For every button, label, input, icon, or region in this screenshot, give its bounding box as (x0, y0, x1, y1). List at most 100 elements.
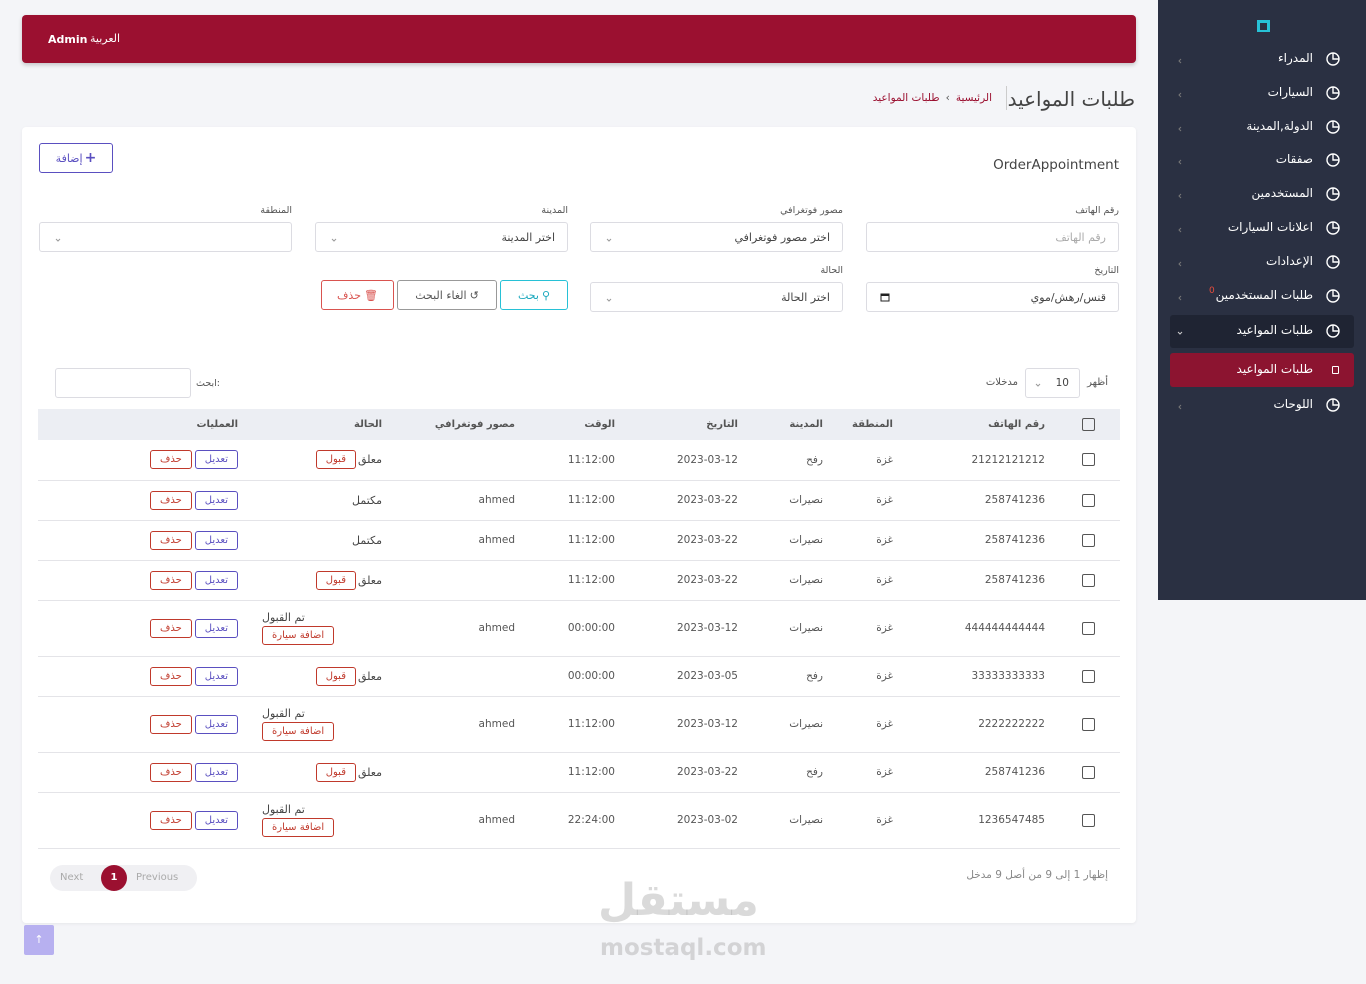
status-action[interactable]: قبول (315, 450, 356, 470)
checkbox[interactable] (1082, 453, 1095, 467)
button-label[interactable]: بحث (517, 288, 539, 302)
checkbox[interactable] (1082, 765, 1095, 779)
checkbox[interactable] (1082, 669, 1095, 683)
cell (1057, 656, 1120, 697)
edit-button[interactable]: تعديل (194, 810, 238, 830)
delete-button[interactable]: حذف (149, 490, 192, 510)
add-label[interactable]: إضافة (55, 151, 83, 165)
edit-button[interactable]: تعديل (194, 530, 238, 550)
next-button[interactable]: Next (60, 872, 84, 883)
filter-input[interactable]: اختر الحالة (590, 282, 843, 312)
status-wrap: معلق قبول (262, 570, 382, 590)
delete-button[interactable]: حذف (149, 530, 192, 550)
menu-icon (1326, 398, 1340, 412)
checkbox[interactable] (1082, 573, 1095, 587)
header-cell[interactable]: رقم الهاتف (905, 409, 1057, 440)
table-row: 2222222222 غزة نصيرات 2023-03-12 11:12:00 ahm… (38, 696, 1120, 753)
button[interactable]: ↺ الغاء البحث (397, 280, 497, 310)
edit-button[interactable]: تعديل (194, 666, 238, 686)
delete-button[interactable]: حذف (149, 762, 192, 782)
delete-button[interactable]: حذف (149, 666, 192, 686)
checkbox[interactable] (1082, 493, 1095, 507)
length-select[interactable]: 10 (1025, 368, 1080, 398)
actions-wrap: تعديل حذف (50, 714, 238, 734)
checkbox[interactable] (1082, 621, 1095, 635)
delete-button[interactable]: حذف (149, 714, 192, 734)
previous-button[interactable]: Previous (136, 872, 179, 883)
menu-item[interactable]: السيارات (1267, 85, 1313, 99)
delete-button[interactable]: حذف (149, 618, 192, 638)
cell (1057, 792, 1120, 849)
active-item-bg (1170, 315, 1354, 348)
cell (1057, 440, 1120, 481)
menu-icon (1326, 324, 1340, 338)
submenu-item[interactable]: طلبات المواعيد (1236, 362, 1313, 376)
cell-status: مكتمل (250, 480, 394, 521)
status-action[interactable]: اضافة سيارة (262, 722, 335, 741)
edit-button[interactable]: تعديل (194, 450, 238, 470)
edit-button[interactable]: تعديل (194, 570, 238, 590)
status-action[interactable]: قبول (315, 762, 356, 782)
cell-status: مكتمل (250, 520, 394, 561)
table-row: 1236547485 غزة نصيرات 2023-03-02 22:24:00 ahm… (38, 792, 1120, 849)
menu-icon (1326, 289, 1340, 303)
status-action[interactable]: اضافة سيارة (262, 818, 335, 837)
plus-icon: + (84, 150, 97, 166)
search-input[interactable] (55, 368, 191, 398)
status-action[interactable]: قبول (315, 570, 356, 590)
delete-button[interactable]: حذف (149, 570, 192, 590)
filter-input[interactable] (39, 222, 292, 252)
cell-phone: 33333333333 (905, 656, 1057, 697)
menu-item[interactable]: اعلانات السيارات (1227, 220, 1313, 234)
menu-item[interactable]: صفقات (1275, 152, 1313, 166)
chevron (1176, 327, 1184, 335)
checkbox[interactable] (1082, 418, 1095, 431)
cell-region: غزة (835, 696, 905, 753)
edit-button[interactable]: تعديل (194, 762, 238, 782)
submenu-icon (1332, 366, 1339, 374)
filter-input[interactable]: قنس/رهش/موي (866, 282, 1119, 312)
edit-button[interactable]: تعديل (194, 490, 238, 510)
header-row: رقم الهاتف المنطقة المدينة التاريخ الوقت مصور… (38, 409, 1120, 440)
button-label[interactable]: حذف (337, 288, 362, 302)
edit-button[interactable]: تعديل (194, 618, 238, 638)
menu-item[interactable]: المستخدمين (1251, 186, 1313, 200)
filter-input[interactable]: اختر المدينة (315, 222, 568, 252)
placeholder: رقم الهاتف (1055, 231, 1106, 244)
actions-wrap: تعديل حذف (50, 570, 238, 590)
cell-phone: 258741236 (905, 480, 1057, 521)
scroll-top-button[interactable]: ↑ (24, 925, 54, 955)
current-page[interactable]: 1 (101, 865, 127, 891)
checkbox[interactable] (1082, 533, 1095, 547)
menu-item[interactable]: الدولة,المدينة (1246, 119, 1313, 133)
breadcrumb-item[interactable]: الرئيسية (955, 92, 992, 104)
delete-button[interactable]: حذف (149, 450, 192, 470)
menu-item[interactable]: طلبات المستخدمين (1215, 288, 1313, 302)
button-label[interactable]: الغاء البحث (415, 288, 467, 302)
filter-input[interactable]: رقم الهاتف (866, 222, 1119, 252)
status-action[interactable]: قبول (315, 666, 356, 686)
breadcrumb-sep: › (945, 92, 950, 104)
delete-button[interactable]: حذف (149, 810, 192, 830)
top-bar: Admin العربية (22, 15, 1136, 63)
status-action[interactable]: اضافة سيارة (262, 626, 335, 645)
menu-item[interactable]: اللوحات (1273, 397, 1313, 411)
language-switch[interactable]: العربية (90, 32, 121, 45)
checkbox[interactable] (1082, 717, 1095, 731)
button[interactable]: 🗑 حذف (321, 280, 394, 310)
header-cell[interactable]: المنطقة (835, 409, 905, 440)
menu-item[interactable]: طلبات المواعيد (1236, 323, 1313, 337)
filter-label: مصور فوتغرافي (780, 205, 843, 216)
cell-region: غزة (835, 752, 905, 793)
user-name[interactable]: Admin (48, 33, 88, 46)
cell-time: 00:00:00 (527, 600, 627, 657)
filter-input[interactable]: اختر مصور فوتغرافي (590, 222, 843, 252)
cell-date: 2023-03-02 (627, 792, 750, 849)
menu-item[interactable]: المدراء (1278, 51, 1313, 65)
status: تم القبول (262, 707, 305, 720)
button[interactable]: ⚲ بحث (500, 280, 568, 310)
edit-button[interactable]: تعديل (194, 714, 238, 734)
add-button[interactable]: إضافة + (39, 143, 113, 173)
menu-item[interactable]: الإعدادات (1266, 254, 1313, 268)
checkbox[interactable] (1082, 813, 1095, 827)
